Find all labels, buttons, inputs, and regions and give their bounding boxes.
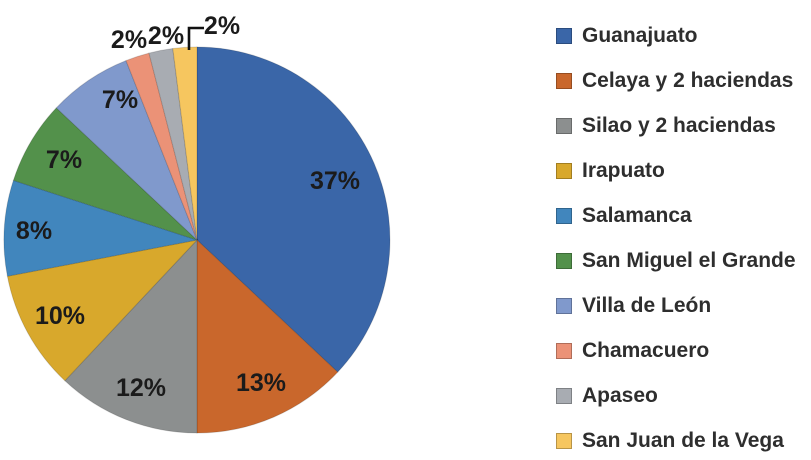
- pie-slice-4: [6, 239, 199, 382]
- pie-slice-10: [172, 46, 198, 241]
- pct-label-3: 12%: [116, 374, 166, 402]
- pct-label-9: 2%: [148, 22, 184, 50]
- legend-label: Apaseo: [582, 383, 658, 407]
- pct-label-5: 8%: [16, 217, 52, 245]
- pie-chart-area: 37% 13% 12% 10% 8% 7% 7% 2% 2% 2%: [3, 12, 391, 434]
- legend-item-2: Celaya y 2 haciendas: [556, 58, 806, 103]
- legend-item-10: San Juan de la Vega: [556, 418, 806, 460]
- legend-swatch-icon: [556, 162, 572, 179]
- pct-label-7: 7%: [102, 86, 138, 114]
- pct-label-10: 2%: [204, 12, 240, 40]
- legend-label: Celaya y 2 haciendas: [582, 68, 794, 92]
- legend-item-6: San Miguel el Grande: [556, 238, 806, 283]
- pct-label-6: 7%: [46, 146, 82, 174]
- legend-item-9: Apaseo: [556, 373, 806, 418]
- legend: Guanajuato Celaya y 2 haciendas Silao y 2 …: [556, 13, 806, 460]
- pie-slice-3: [64, 238, 198, 434]
- legend-swatch-icon: [556, 27, 572, 44]
- legend-swatch-icon: [556, 252, 572, 269]
- legend-item-4: Irapuato: [556, 148, 806, 193]
- legend-swatch-icon: [556, 207, 572, 224]
- legend-item-5: Salamanca: [556, 193, 806, 238]
- pie-slice-8: [125, 52, 198, 241]
- pct-label-1: 37%: [310, 167, 360, 195]
- pie-slice-1: [196, 46, 391, 373]
- pie-slice-7: [55, 59, 198, 241]
- legend-swatch-icon: [556, 72, 572, 89]
- leader-line: [187, 26, 204, 50]
- legend-item-7: Villa de León: [556, 283, 806, 328]
- legend-swatch-icon: [556, 387, 572, 404]
- legend-item-1: Guanajuato: [556, 13, 806, 58]
- legend-item-8: Chamacuero: [556, 328, 806, 373]
- legend-swatch-icon: [556, 432, 572, 449]
- legend-label: San Miguel el Grande: [582, 248, 796, 272]
- legend-label: Villa de León: [582, 293, 712, 317]
- pct-label-8: 2%: [111, 26, 147, 54]
- pie-chart: 37%13%12%10%8%7%7%2% 2% 2%: [3, 12, 391, 434]
- legend-label: Salamanca: [582, 203, 692, 227]
- pie-slice-9: [148, 47, 198, 241]
- legend-label: San Juan de la Vega: [582, 428, 784, 452]
- legend-label: Chamacuero: [582, 338, 710, 362]
- pie-slice-2: [196, 238, 339, 434]
- pie-slice-5: [3, 179, 198, 277]
- pct-label-2: 13%: [236, 369, 286, 397]
- legend-label: Irapuato: [582, 158, 665, 182]
- legend-label: Silao y 2 haciendas: [582, 113, 776, 137]
- legend-label: Guanajuato: [582, 23, 698, 47]
- legend-swatch-icon: [556, 117, 572, 134]
- legend-swatch-icon: [556, 297, 572, 314]
- legend-item-3: Silao y 2 haciendas: [556, 103, 806, 148]
- pct-label-4: 10%: [35, 302, 85, 330]
- pie-slice-6: [12, 107, 198, 241]
- legend-swatch-icon: [556, 342, 572, 359]
